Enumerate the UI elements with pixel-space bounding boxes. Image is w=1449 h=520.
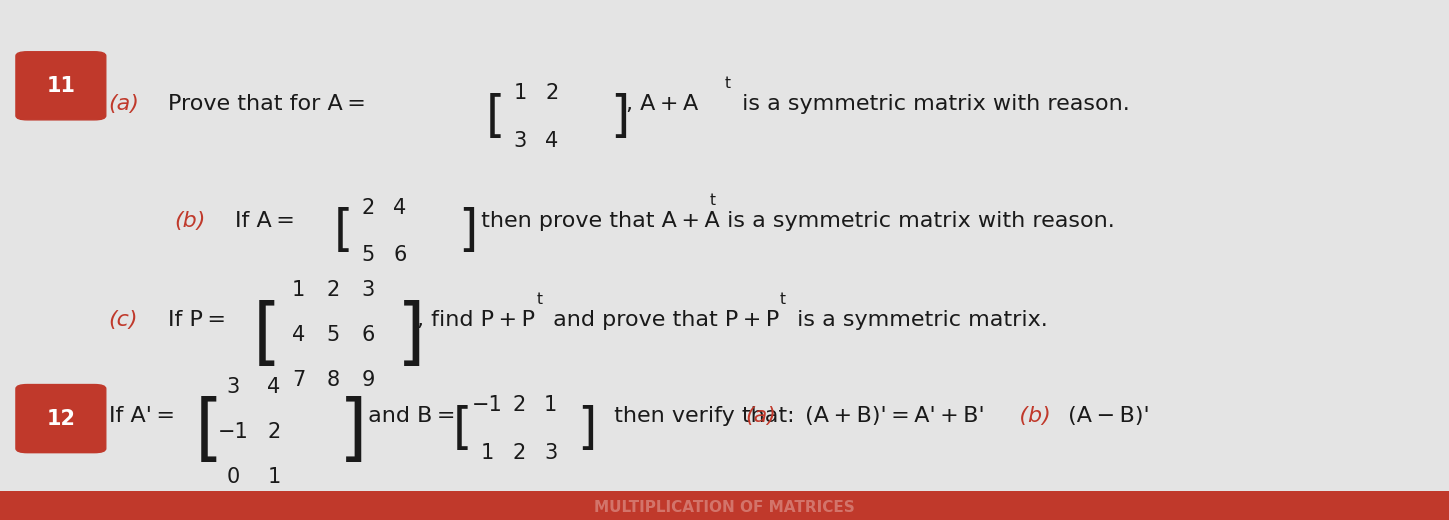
Text: , find P + P: , find P + P [417, 310, 535, 330]
Text: (a): (a) [109, 94, 139, 114]
FancyBboxPatch shape [0, 491, 1449, 520]
Text: ]: ] [458, 207, 478, 255]
Text: 8: 8 [326, 370, 341, 391]
Text: 1: 1 [267, 466, 281, 487]
Text: (a): (a) [745, 406, 775, 426]
Text: 3: 3 [513, 131, 527, 151]
Text: 6: 6 [361, 326, 375, 345]
Text: −1: −1 [471, 395, 503, 415]
Text: 1: 1 [513, 83, 527, 103]
Text: [: [ [452, 405, 472, 453]
Text: 5: 5 [326, 326, 341, 345]
Text: 4: 4 [393, 198, 407, 218]
Text: 4: 4 [545, 131, 559, 151]
Text: ]: ] [339, 396, 368, 467]
Text: 5: 5 [361, 245, 375, 265]
Text: 2: 2 [326, 280, 341, 301]
Text: ]: ] [397, 300, 426, 371]
Text: 3: 3 [226, 376, 241, 397]
Text: MULTIPLICATION OF MATRICES: MULTIPLICATION OF MATRICES [594, 500, 855, 514]
Text: [: [ [252, 300, 281, 371]
Text: t: t [710, 193, 716, 207]
Text: Prove that for A =: Prove that for A = [168, 94, 367, 114]
Text: t: t [780, 292, 785, 306]
Text: then prove that A + A: then prove that A + A [474, 211, 720, 231]
Text: ]: ] [610, 93, 630, 141]
Text: 3: 3 [543, 443, 558, 463]
Text: is a symmetric matrix with reason.: is a symmetric matrix with reason. [720, 211, 1114, 231]
Text: (A − B)': (A − B)' [1061, 406, 1149, 426]
FancyBboxPatch shape [16, 51, 106, 120]
Text: t: t [536, 292, 542, 306]
Text: and B =: and B = [361, 406, 455, 426]
Text: is a symmetric matrix.: is a symmetric matrix. [790, 310, 1048, 330]
Text: , A + A: , A + A [626, 94, 698, 114]
Text: 2: 2 [545, 83, 559, 103]
Text: 1: 1 [480, 443, 494, 463]
Text: 2: 2 [267, 422, 281, 441]
Text: 2: 2 [511, 443, 526, 463]
Text: [: [ [333, 207, 354, 255]
Text: 2: 2 [361, 198, 375, 218]
Text: 4: 4 [291, 326, 306, 345]
Text: t: t [724, 76, 730, 90]
Text: 3: 3 [361, 280, 375, 301]
Text: and prove that P + P: and prove that P + P [546, 310, 780, 330]
Text: [: [ [194, 396, 223, 467]
Text: then verify that:: then verify that: [607, 406, 801, 426]
Text: 7: 7 [291, 370, 306, 391]
Text: 11: 11 [46, 76, 75, 96]
Text: 9: 9 [361, 370, 375, 391]
Text: 6: 6 [393, 245, 407, 265]
FancyBboxPatch shape [16, 385, 106, 452]
Text: (c): (c) [109, 310, 138, 330]
Text: If P =: If P = [168, 310, 226, 330]
Text: If A =: If A = [235, 211, 294, 231]
Text: 0: 0 [226, 466, 241, 487]
Text: If A' =: If A' = [109, 406, 175, 426]
Text: 12: 12 [46, 409, 75, 428]
Text: [: [ [485, 93, 506, 141]
Text: (A + B)' = A' + B': (A + B)' = A' + B' [798, 406, 985, 426]
Text: ]: ] [577, 405, 597, 453]
Text: 1: 1 [291, 280, 306, 301]
Text: is a symmetric matrix with reason.: is a symmetric matrix with reason. [735, 94, 1129, 114]
Text: 1: 1 [543, 395, 558, 415]
Text: −1: −1 [217, 422, 249, 441]
Text: 2: 2 [511, 395, 526, 415]
Text: (b): (b) [998, 406, 1051, 426]
Text: (b): (b) [174, 211, 206, 231]
Text: 4: 4 [267, 376, 281, 397]
